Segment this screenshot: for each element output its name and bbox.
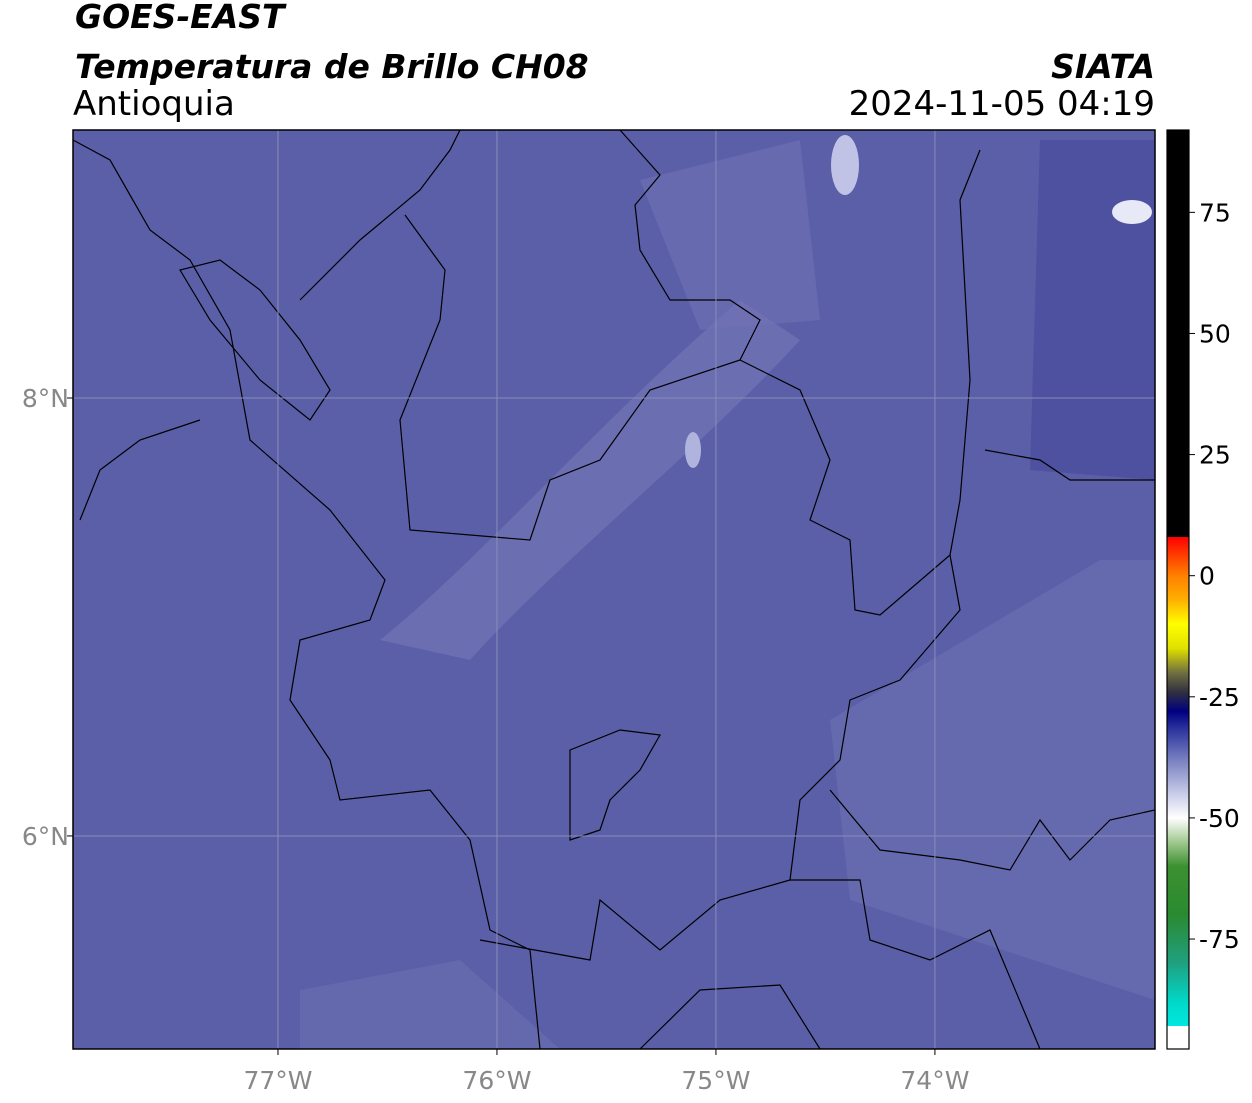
colorbar-tick-label: 0 — [1199, 562, 1215, 591]
border-line — [739, 149, 981, 616]
colorbar-tick-label: 25 — [1199, 441, 1231, 470]
map-frame — [72, 129, 1156, 1050]
subtitle: Temperatura de Brillo CH08 — [75, 47, 589, 86]
colorbar-frame — [1166, 129, 1190, 1050]
y-tick-label: 6°N — [22, 822, 69, 851]
colorbar-tick-label: -75 — [1199, 925, 1240, 954]
cloud-region — [1030, 140, 1155, 480]
cloud-region — [300, 960, 560, 1049]
border-line — [179, 259, 331, 421]
cloud-region — [1112, 200, 1152, 224]
cloud-region — [831, 135, 859, 195]
x-tick-label: 76°W — [462, 1066, 531, 1095]
border-line — [569, 729, 661, 841]
colorbar — [1167, 130, 1189, 1049]
x-tick-label: 77°W — [243, 1066, 312, 1095]
cloud-region — [640, 140, 820, 330]
source: SIATA — [1051, 47, 1155, 86]
title: GOES-EAST — [75, 0, 287, 36]
border-line — [299, 130, 461, 301]
border-line — [73, 139, 541, 1049]
y-tick-label: 8°N — [22, 384, 69, 413]
cloud-region — [685, 432, 701, 468]
border-line — [399, 130, 761, 541]
colorbar-tick-label: -25 — [1199, 683, 1240, 712]
border-line — [79, 419, 201, 521]
colorbar-tick-label: 75 — [1199, 198, 1231, 227]
border-line — [829, 789, 1155, 871]
border-line — [984, 449, 1155, 481]
border-line — [790, 879, 1041, 1049]
cloud-region — [830, 560, 1155, 1000]
colorbar-tick-label: 50 — [1199, 319, 1231, 348]
x-tick-label: 74°W — [900, 1066, 969, 1095]
cloud-region — [380, 300, 800, 660]
datetime: 2024-11-05 04:19 — [849, 84, 1155, 124]
border-line — [639, 984, 821, 1049]
region: Antioquia — [73, 84, 235, 124]
colorbar-tick-label: -50 — [1199, 804, 1240, 833]
map-features — [73, 130, 1155, 1049]
x-tick-label: 75°W — [681, 1066, 750, 1095]
border-line — [479, 554, 961, 961]
